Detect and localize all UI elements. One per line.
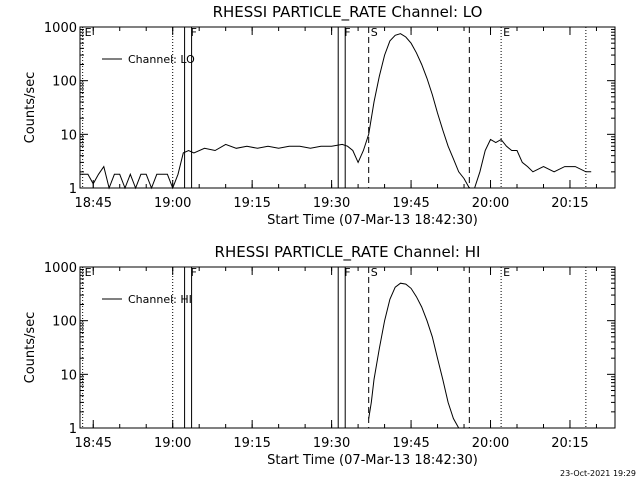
x-tick-label: 19:45 — [392, 196, 429, 211]
legend-label: Channel: HI — [128, 293, 192, 306]
x-tick-label: 19:30 — [313, 436, 350, 451]
y-tick-label: 100 — [52, 75, 77, 90]
x-tick-label: 20:15 — [551, 436, 588, 451]
y-tick-label: 1 — [69, 422, 77, 437]
marker-label: F — [344, 26, 350, 39]
chart-title: RHESSI PARTICLE_RATE Channel: HI — [215, 243, 481, 262]
x-tick-label: 19:30 — [313, 196, 350, 211]
plot-frame — [79, 266, 616, 429]
series-line — [80, 33, 592, 190]
x-tick-label: 19:15 — [233, 196, 270, 211]
y-tick-label: 10 — [60, 128, 77, 143]
legend-label: Channel: LO — [128, 53, 195, 66]
y-tick-label: 1000 — [44, 21, 77, 36]
x-axis-label: Start Time (07-Mar-13 18:42:30) — [267, 453, 478, 468]
series-line — [368, 282, 460, 429]
x-tick-label: 20:15 — [551, 196, 588, 211]
x-tick-label: 19:00 — [154, 196, 191, 211]
footer-timestamp: 23-Oct-2021 19:29 — [560, 469, 636, 478]
x-axis-label: Start Time (07-Mar-13 18:42:30) — [267, 213, 478, 228]
marker-label: E — [85, 266, 92, 279]
plot-frame — [79, 26, 616, 189]
marker-label: E — [85, 26, 92, 39]
y-tick-label: 10 — [60, 368, 77, 383]
chart-title: RHESSI PARTICLE_RATE Channel: LO — [213, 3, 483, 22]
marker-label: S — [371, 266, 378, 279]
y-tick-label: 1 — [69, 182, 77, 197]
x-tick-label: 20:00 — [472, 436, 509, 451]
panel-lo: RHESSI PARTICLE_RATE Channel: LO 1 10 100 10… — [23, 3, 616, 228]
x-tick-label: 20:00 — [472, 196, 509, 211]
marker-label: F — [344, 266, 350, 279]
y-axis-label: Counts/sec — [23, 312, 38, 384]
marker-label: E — [503, 266, 510, 279]
x-tick-label: 19:00 — [154, 436, 191, 451]
marker-label: F — [191, 26, 197, 39]
y-tick-label: 100 — [52, 315, 77, 330]
marker-label: F — [191, 266, 197, 279]
x-tick-label: 18:45 — [75, 196, 112, 211]
marker-label: S — [371, 26, 378, 39]
x-tick-label: 19:45 — [392, 436, 429, 451]
marker-label: E — [503, 26, 510, 39]
y-tick-label: 1000 — [44, 261, 77, 276]
panel-hi: RHESSI PARTICLE_RATE Channel: HI 1 10 100 10… — [23, 243, 616, 468]
x-tick-label: 19:15 — [233, 436, 270, 451]
y-axis-label: Counts/sec — [23, 72, 38, 144]
x-tick-label: 18:45 — [75, 436, 112, 451]
